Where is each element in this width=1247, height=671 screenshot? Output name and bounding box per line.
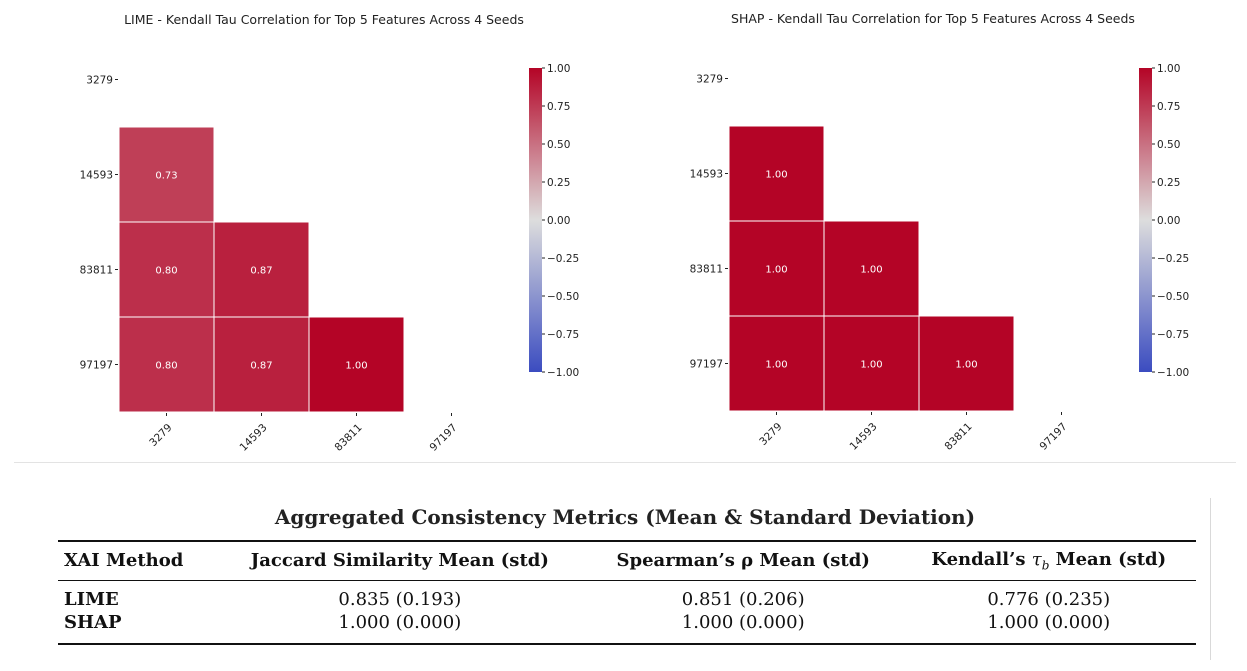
shap-heatmap-cell [728,220,825,317]
shap-colorbar-tick-label: 1.00 [1157,63,1180,75]
shap-colorbar-tick-label: −0.75 [1157,329,1189,341]
shap-x-tick-label: 97197 [1038,421,1070,453]
shap-heatmap-cell [728,125,825,222]
lime-x-tick-label: 3279 [147,422,174,449]
header-kendall-text: Kendall’s τb Mean (std) [931,549,1167,573]
lime-cell-value-label: 0.73 [155,171,177,182]
table-cell-spearman: 0.851 (0.206) [681,588,805,610]
table-row-shap: SHAP 1.000 (0.000) 1.000 (0.000) 1.000 (… [58,611,1196,644]
metrics-table: XAI Method Jaccard Similarity Mean (std)… [58,540,1196,645]
shap-colorbar [1139,68,1152,372]
shap-y-tick-label: 83811 [690,264,723,276]
lime-y-tick-label: 14593 [80,170,113,182]
tau-b-symbol: τb [1031,549,1050,573]
lime-x-tick-label: 14593 [238,422,270,454]
lime-heatmap: LIME - Kendall Tau Correlation for Top 5… [80,12,580,454]
shap-cell-value-label: 1.00 [860,265,882,276]
lime-colorbar-tick-label: −0.75 [547,329,579,341]
shap-colorbar-tick-label: 0.25 [1157,177,1180,189]
lime-cell-value-label: 0.80 [155,266,177,277]
shap-heatmap-cell [728,315,825,412]
shap-colorbar-tick-label: 0.00 [1157,215,1180,227]
lime-cell-value-label: 1.00 [345,361,367,372]
shap-colorbar-tick-label: 0.75 [1157,101,1180,113]
shap-x-tick-label: 14593 [848,421,880,453]
shap-cell-value-label: 1.00 [765,170,787,181]
lime-x-tick-label: 97197 [428,422,460,454]
shap-colorbar-tick-label: 0.50 [1157,139,1180,151]
table-cell-kendall: 1.000 (0.000) [987,611,1111,633]
lime-x-tick-label: 83811 [333,422,365,454]
lime-y-tick-label: 97197 [80,360,113,372]
lime-colorbar-tick-label: −1.00 [547,367,579,379]
shap-heatmap: SHAP - Kendall Tau Correlation for Top 5… [690,11,1190,453]
heatmaps-svg: LIME - Kendall Tau Correlation for Top 5… [80,11,1190,454]
table-header-row: XAI Method Jaccard Similarity Mean (std)… [58,541,1197,581]
lime-colorbar-tick-label: −0.25 [547,253,579,265]
table-cell-jaccard: 1.000 (0.000) [338,611,462,633]
shap-chart-title: SHAP - Kendall Tau Correlation for Top 5… [731,11,1135,26]
shap-cell-value-label: 1.00 [860,360,882,371]
lime-colorbar-tick-label: 0.25 [547,177,570,189]
metrics-table-panel: Aggregated Consistency Metrics (Mean & S… [40,498,1211,660]
shap-cell-value-label: 1.00 [765,360,787,371]
lime-heatmap-cell [213,221,310,318]
lime-colorbar-tick-label: 0.75 [547,101,570,113]
header-jaccard: Jaccard Similarity Mean (std) [250,550,549,572]
lime-heatmap-cell [118,126,215,223]
shap-colorbar-tick-label: −0.25 [1157,253,1189,265]
lime-colorbar-tick-label: 0.50 [547,139,570,151]
table-cell-jaccard: 0.835 (0.193) [338,588,462,610]
lime-chart-title: LIME - Kendall Tau Correlation for Top 5… [124,12,524,27]
table-row-lime: LIME 0.835 (0.193) 0.851 (0.206) 0.776 (… [58,580,1196,611]
shap-x-tick-label: 83811 [943,421,975,453]
lime-colorbar-tick-label: −0.50 [547,291,579,303]
table-cell-method: SHAP [64,611,122,633]
shap-cell-value-label: 1.00 [765,265,787,276]
lime-y-tick-label: 83811 [80,265,113,277]
lime-colorbar-tick-label: 1.00 [547,63,570,75]
shap-y-tick-label: 3279 [696,74,723,86]
table-cell-method: LIME [64,588,119,610]
shap-y-tick-label: 14593 [690,169,723,181]
lime-heatmap-cell [308,316,405,413]
shap-colorbar-tick-label: −1.00 [1157,367,1189,379]
header-kendall: Kendall’s τb Mean (std) [902,541,1197,580]
header-spearman: Spearman’s ρ Mean (std) [616,550,870,572]
lime-colorbar-tick-label: 0.00 [547,215,570,227]
header-xai-method: XAI Method [64,550,184,572]
shap-x-tick-label: 3279 [757,421,784,448]
table-caption: Aggregated Consistency Metrics (Mean & S… [274,505,976,529]
shap-heatmap-cell [823,315,920,412]
table-cell-spearman: 1.000 (0.000) [681,611,805,633]
shap-cell-value-label: 1.00 [955,360,977,371]
shap-colorbar-tick-label: −0.50 [1157,291,1189,303]
heatmaps-panel: LIME - Kendall Tau Correlation for Top 5… [14,0,1236,463]
shap-y-tick-label: 97197 [690,359,723,371]
lime-cell-value-label: 0.87 [250,266,272,277]
lime-y-tick-label: 3279 [86,75,113,87]
table-cell-kendall: 0.776 (0.235) [987,588,1111,610]
lime-cell-value-label: 0.80 [155,361,177,372]
lime-cell-value-label: 0.87 [250,361,272,372]
shap-heatmap-cell [918,315,1015,412]
lime-colorbar [529,68,542,372]
lime-heatmap-cell [118,221,215,318]
shap-heatmap-cell [823,220,920,317]
